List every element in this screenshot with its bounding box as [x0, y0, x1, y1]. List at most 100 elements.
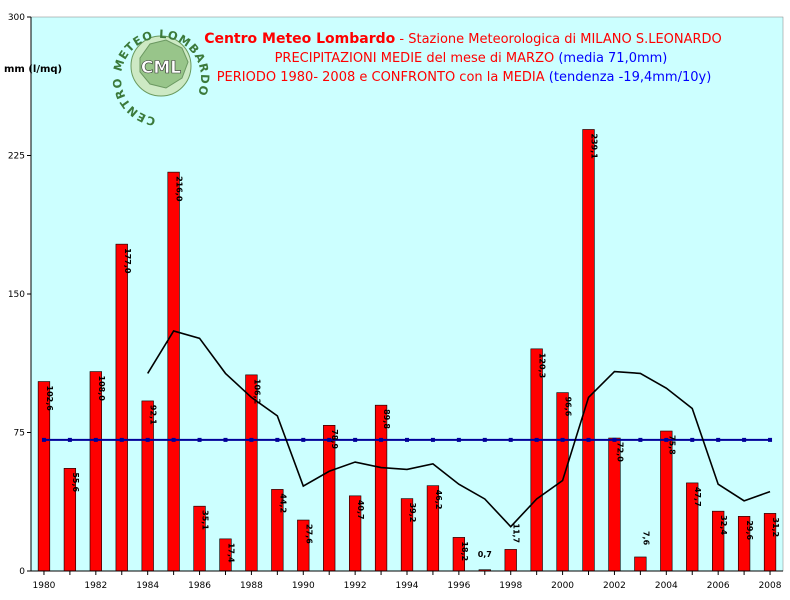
value-label-1990: 27,6 — [304, 524, 313, 544]
mean-marker-2005 — [690, 437, 695, 442]
bar-1993 — [374, 404, 388, 572]
trend-line — [147, 329, 771, 528]
plot-area — [30, 16, 784, 572]
bar-1999 — [530, 348, 543, 572]
y-tick-label-0: 0 — [19, 567, 25, 577]
x-tick-label-2006: 2006 — [707, 581, 730, 591]
value-label-1991: 78,9 — [330, 429, 339, 449]
value-label-1995: 46,2 — [434, 490, 443, 510]
value-label-1981: 55,6 — [71, 472, 80, 492]
mean-marker-1998 — [508, 437, 513, 442]
mean-marker-1982 — [93, 437, 98, 442]
mean-marker-1984 — [145, 437, 150, 442]
mean-marker-1999 — [534, 437, 539, 442]
mean-marker-2006 — [716, 437, 721, 442]
x-tick-label-2000: 2000 — [551, 581, 574, 591]
bar-2003 — [634, 556, 647, 572]
value-label-1985: 216,0 — [175, 176, 184, 202]
value-label-1986: 35,1 — [201, 510, 210, 530]
value-label-1989: 44,2 — [278, 493, 287, 513]
mean-marker-1989 — [275, 437, 280, 442]
value-label-1996: 18,2 — [460, 541, 469, 561]
bar-1988 — [245, 374, 258, 572]
value-label-2000: 96,6 — [564, 397, 573, 417]
x-tick-label-1984: 1984 — [136, 581, 159, 591]
y-axis-label: mm (l/mq) — [4, 64, 62, 75]
bar-2001 — [582, 129, 595, 572]
value-label-2008: 31,2 — [771, 517, 780, 537]
mean-marker-1988 — [249, 437, 254, 442]
x-tick-label-1988: 1988 — [240, 581, 263, 591]
mean-marker-2003 — [638, 437, 643, 442]
mean-marker-2007 — [742, 437, 747, 442]
value-label-2007: 29,6 — [745, 520, 754, 540]
mean-marker-2000 — [560, 437, 565, 442]
mean-marker-1987 — [223, 437, 228, 442]
value-label-1984: 92,1 — [149, 405, 158, 425]
value-label-1997: 0,7 — [478, 550, 492, 559]
mean-marker-2002 — [612, 437, 617, 442]
mean-marker-2001 — [586, 437, 591, 442]
mean-marker-1990 — [301, 437, 306, 442]
mean-marker-1994 — [405, 437, 409, 442]
y-tick-label-300: 300 — [8, 13, 25, 23]
title-trend-note: (tendenza -19,4mm/10y) — [549, 70, 711, 85]
bar-1984 — [141, 400, 154, 572]
chart-title-line2: PRECIPITAZIONI MEDIE del mese di MARZO (… — [275, 51, 668, 66]
brand-name: Centro Meteo Lombardo — [204, 31, 395, 47]
y-tick-label-225: 225 — [8, 152, 25, 162]
x-tick-label-1982: 1982 — [84, 581, 107, 591]
title-period: PERIODO 1980- 2008 e CONFRONTO con la ME… — [217, 70, 549, 85]
value-label-2001: 239,1 — [590, 133, 599, 159]
value-label-1994: 39,2 — [408, 503, 417, 523]
x-axis-ticks: 1980 1982 1984 1986 1988 1990 1992 1994 1996 1998… — [33, 571, 782, 591]
value-label-1992: 40,7 — [356, 500, 365, 520]
title-precipitation: PRECIPITAZIONI MEDIE del mese di MARZO — [275, 51, 559, 66]
value-label-2006: 32,4 — [719, 515, 728, 535]
value-labels: 102,6 55,6 108,0 177,0 92,1 216,0 35,1 17,4 106,… — [45, 133, 780, 563]
value-label-1983: 177,0 — [123, 248, 132, 274]
value-label-1980: 102,6 — [45, 386, 54, 412]
bar-1982 — [89, 371, 102, 572]
bar-series — [37, 129, 777, 572]
value-label-1993: 89,8 — [382, 409, 391, 429]
mean-marker-1986 — [197, 437, 202, 442]
bar-1985 — [167, 171, 180, 572]
mean-marker-2008 — [768, 437, 773, 442]
chart-title-line1: Centro Meteo Lombardo - Stazione Meteoro… — [204, 31, 722, 47]
mean-marker-1993 — [379, 437, 384, 442]
x-tick-label-2004: 2004 — [655, 581, 678, 591]
value-label-1999: 120,3 — [538, 353, 547, 378]
x-tick-label-2008: 2008 — [759, 581, 782, 591]
x-tick-label-1990: 1990 — [292, 581, 315, 591]
x-tick-label-1998: 1998 — [499, 581, 522, 591]
value-label-1982: 108,0 — [97, 376, 106, 402]
value-label-2004: 75,8 — [667, 435, 676, 455]
x-tick-label-1980: 1980 — [33, 581, 56, 591]
x-tick-label-1996: 1996 — [447, 581, 470, 591]
mean-marker-1996 — [456, 437, 461, 442]
logo-center-text: CML — [141, 58, 181, 78]
bar-1983 — [115, 243, 128, 572]
mean-marker-1995 — [430, 437, 435, 442]
title-mean-note: (media 71,0mm) — [558, 51, 667, 66]
value-label-2002: 72,0 — [615, 442, 624, 462]
station-name: - Stazione Meteorologica di MILANO S.LEO… — [395, 32, 722, 47]
y-axis-ticks: 0 75 150 225 300 — [8, 13, 31, 577]
mean-marker-1992 — [353, 437, 358, 442]
bar-2000 — [556, 392, 569, 572]
y-tick-label-75: 75 — [14, 429, 25, 439]
x-tick-label-1994: 1994 — [396, 581, 419, 591]
x-tick-label-2002: 2002 — [603, 581, 626, 591]
mean-marker-1981 — [67, 437, 72, 442]
y-tick-label-150: 150 — [8, 290, 25, 300]
value-label-1988: 106,2 — [252, 379, 261, 404]
moving-average-line — [147, 329, 771, 528]
mean-marker-1983 — [119, 437, 124, 442]
bar-1998 — [504, 549, 517, 572]
value-label-2005: 47,7 — [693, 487, 702, 507]
value-label-1987: 17,4 — [226, 543, 235, 563]
mean-line — [41, 437, 773, 442]
chart-title-line3: PERIODO 1980- 2008 e CONFRONTO con la ME… — [217, 70, 712, 85]
